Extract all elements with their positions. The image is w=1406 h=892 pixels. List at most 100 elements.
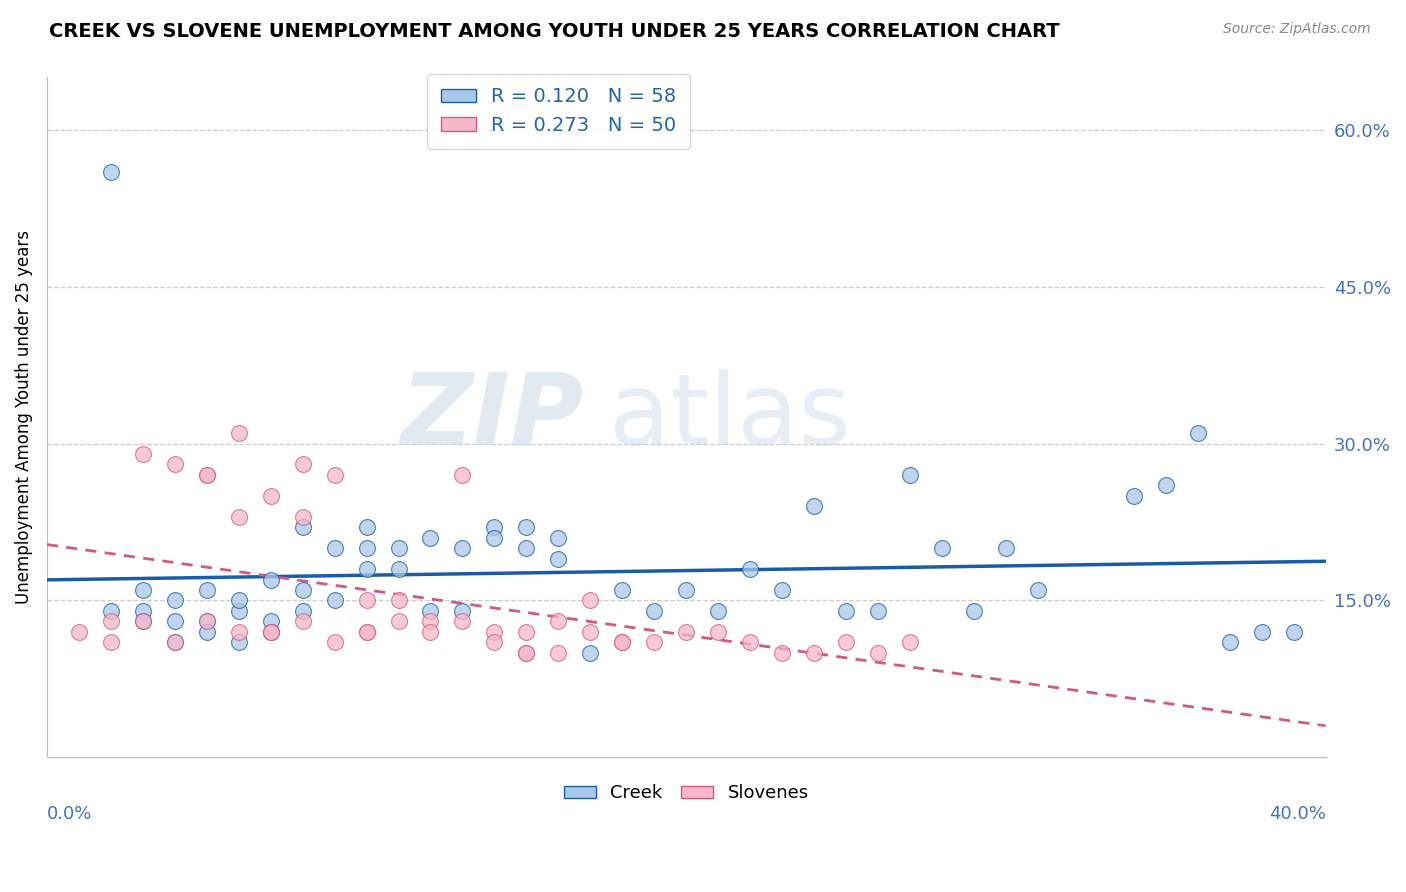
Point xyxy=(866,604,889,618)
Point xyxy=(1282,624,1305,639)
Point xyxy=(356,624,378,639)
Point xyxy=(515,541,537,556)
Point xyxy=(259,489,281,503)
Point xyxy=(579,624,602,639)
Point xyxy=(228,624,250,639)
Point xyxy=(291,615,314,629)
Point xyxy=(100,635,122,649)
Point xyxy=(835,604,858,618)
Point xyxy=(579,593,602,607)
Text: Source: ZipAtlas.com: Source: ZipAtlas.com xyxy=(1223,22,1371,37)
Point xyxy=(163,635,186,649)
Point xyxy=(291,582,314,597)
Point xyxy=(323,593,346,607)
Point xyxy=(643,604,665,618)
Point xyxy=(547,531,569,545)
Point xyxy=(675,624,697,639)
Point xyxy=(195,615,218,629)
Point xyxy=(484,635,506,649)
Point xyxy=(994,541,1017,556)
Point xyxy=(323,467,346,482)
Point xyxy=(228,604,250,618)
Point xyxy=(100,164,122,178)
Point xyxy=(387,562,409,576)
Point xyxy=(163,458,186,472)
Point xyxy=(866,646,889,660)
Point xyxy=(547,615,569,629)
Point xyxy=(835,635,858,649)
Point xyxy=(451,615,474,629)
Point xyxy=(195,467,218,482)
Point xyxy=(1219,635,1241,649)
Legend: Creek, Slovenes: Creek, Slovenes xyxy=(557,777,815,810)
Point xyxy=(707,604,730,618)
Y-axis label: Unemployment Among Youth under 25 years: Unemployment Among Youth under 25 years xyxy=(15,230,32,605)
Point xyxy=(132,615,155,629)
Point xyxy=(195,582,218,597)
Point xyxy=(387,541,409,556)
Point xyxy=(515,624,537,639)
Point xyxy=(132,615,155,629)
Point xyxy=(484,531,506,545)
Point xyxy=(484,520,506,534)
Point xyxy=(1250,624,1272,639)
Point xyxy=(803,646,825,660)
Point xyxy=(132,582,155,597)
Point xyxy=(612,635,634,649)
Point xyxy=(291,520,314,534)
Point xyxy=(484,624,506,639)
Point xyxy=(898,635,921,649)
Point xyxy=(163,593,186,607)
Point xyxy=(579,646,602,660)
Point xyxy=(387,593,409,607)
Point xyxy=(963,604,986,618)
Point xyxy=(643,635,665,649)
Point xyxy=(259,624,281,639)
Point xyxy=(1026,582,1049,597)
Point xyxy=(228,426,250,441)
Point xyxy=(195,467,218,482)
Point xyxy=(770,646,793,660)
Point xyxy=(259,573,281,587)
Point xyxy=(356,541,378,556)
Point xyxy=(228,593,250,607)
Point xyxy=(259,615,281,629)
Point xyxy=(356,520,378,534)
Point xyxy=(675,582,697,597)
Text: 0.0%: 0.0% xyxy=(46,805,93,823)
Point xyxy=(195,624,218,639)
Point xyxy=(132,447,155,461)
Text: ZIP: ZIP xyxy=(401,369,583,466)
Point xyxy=(259,624,281,639)
Point xyxy=(356,593,378,607)
Point xyxy=(67,624,90,639)
Point xyxy=(419,604,441,618)
Point xyxy=(612,582,634,597)
Point xyxy=(740,635,762,649)
Point xyxy=(515,646,537,660)
Point xyxy=(387,615,409,629)
Point xyxy=(419,624,441,639)
Point xyxy=(451,467,474,482)
Point xyxy=(803,500,825,514)
Point xyxy=(1187,426,1209,441)
Point xyxy=(228,509,250,524)
Point xyxy=(419,531,441,545)
Point xyxy=(612,635,634,649)
Point xyxy=(547,646,569,660)
Point xyxy=(898,467,921,482)
Text: CREEK VS SLOVENE UNEMPLOYMENT AMONG YOUTH UNDER 25 YEARS CORRELATION CHART: CREEK VS SLOVENE UNEMPLOYMENT AMONG YOUT… xyxy=(49,22,1060,41)
Point xyxy=(515,520,537,534)
Point xyxy=(132,604,155,618)
Point xyxy=(770,582,793,597)
Point xyxy=(515,646,537,660)
Point xyxy=(931,541,953,556)
Point xyxy=(356,562,378,576)
Point xyxy=(451,541,474,556)
Point xyxy=(1122,489,1144,503)
Point xyxy=(163,635,186,649)
Point xyxy=(323,541,346,556)
Point xyxy=(291,509,314,524)
Point xyxy=(228,635,250,649)
Point xyxy=(291,604,314,618)
